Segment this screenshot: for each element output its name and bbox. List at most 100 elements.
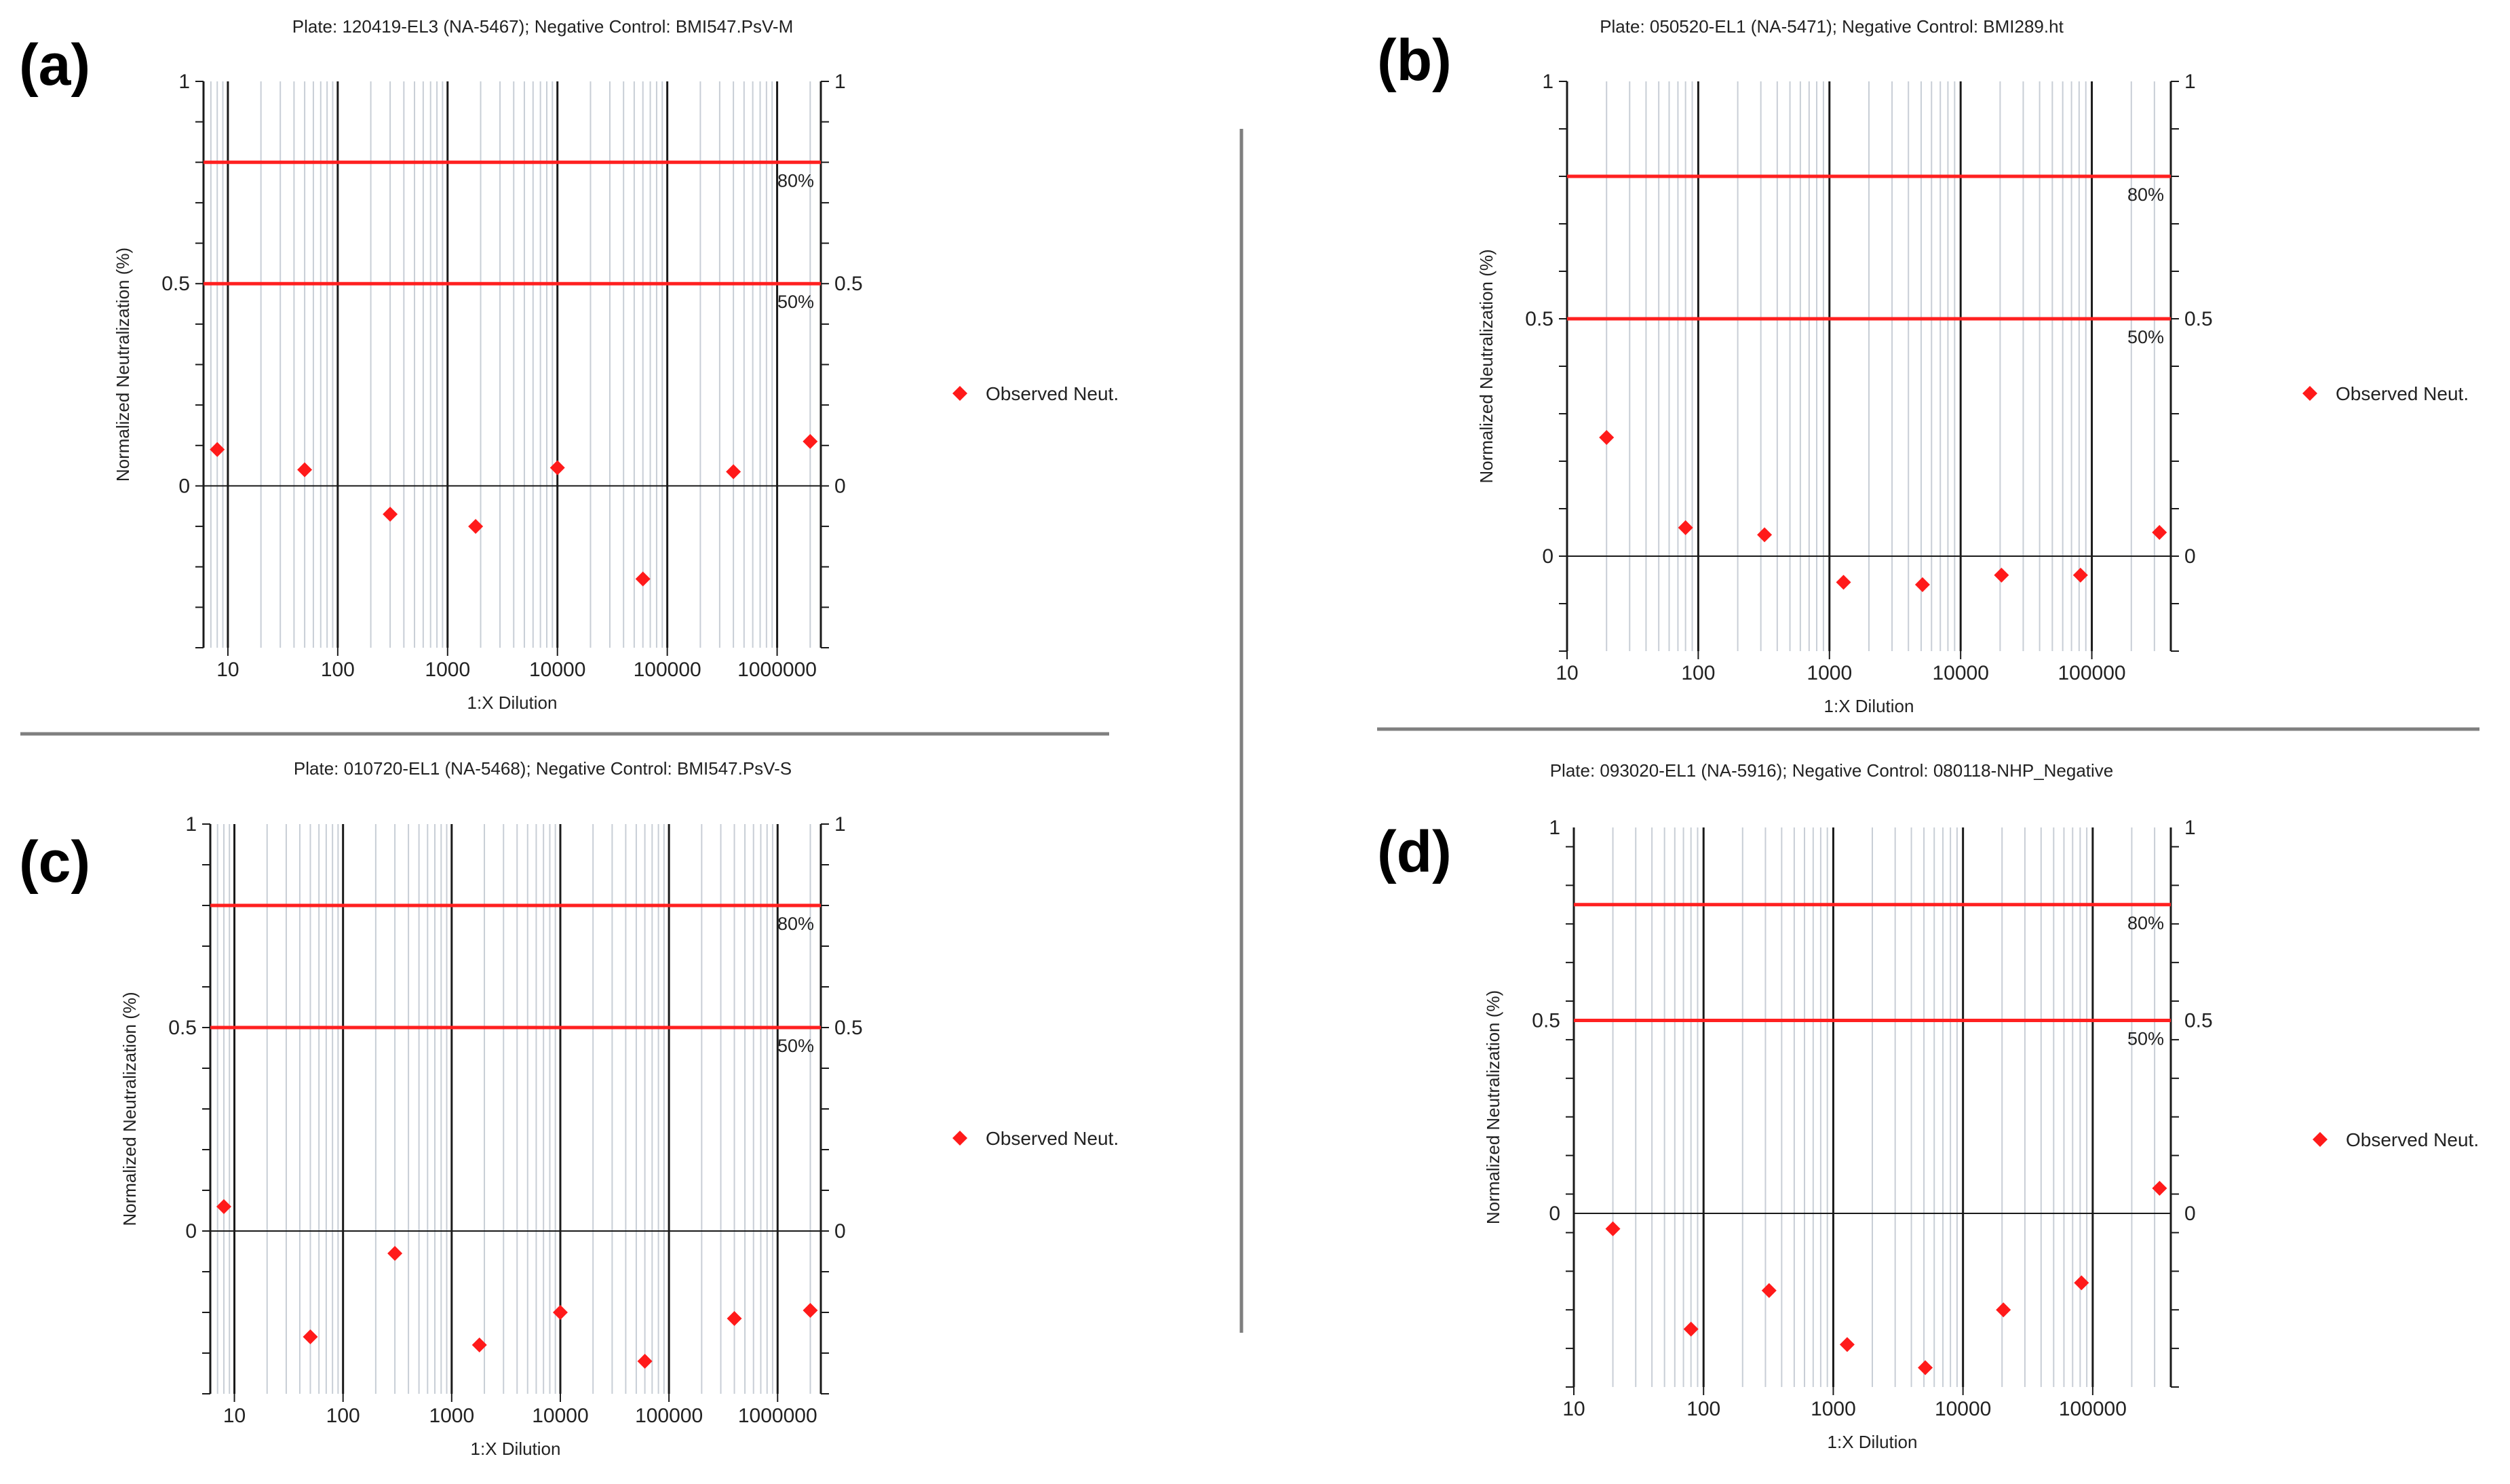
legend-marker	[952, 1131, 967, 1146]
y-tick-label-left: 1	[1549, 817, 1560, 839]
x-tick-label: 10	[1556, 662, 1578, 684]
y-tick-label-left: 0	[185, 1220, 197, 1243]
x-tick-label: 100	[326, 1405, 360, 1427]
legend-marker	[952, 386, 967, 401]
y-axis-label: Normalized Neutralization (%)	[1483, 990, 1503, 1224]
threshold-label: 50%	[777, 1036, 814, 1056]
x-tick-label: 10000	[1935, 1398, 1991, 1420]
x-tick-label: 100000	[2059, 1398, 2127, 1420]
x-tick-label: 1000	[429, 1405, 474, 1427]
data-point	[2072, 568, 2088, 583]
legend-label: Observed Neut.	[2336, 383, 2469, 404]
data-point	[216, 1199, 232, 1214]
data-point	[727, 1311, 742, 1326]
data-point	[549, 460, 565, 475]
data-point	[635, 571, 651, 587]
data-point	[210, 442, 225, 457]
data-point	[303, 1329, 318, 1344]
panels: (a) Plate: 120419-EL3 (NA-5467); Negative…	[19, 16, 2479, 1459]
y-tick-label-right: 1	[2184, 817, 2196, 839]
y-tick-label-right: 1	[834, 813, 846, 836]
x-tick-label: 10	[1562, 1398, 1585, 1420]
data-point	[1918, 1360, 1933, 1375]
threshold-label: 50%	[2127, 327, 2164, 347]
x-tick-label: 10	[216, 659, 239, 681]
y-tick-label-right: 1	[834, 71, 846, 93]
x-tick-label: 100000	[635, 1405, 703, 1427]
x-tick-label: 100	[321, 659, 355, 681]
x-tick-label: 1000000	[737, 659, 817, 681]
data-point	[1599, 430, 1615, 445]
data-point	[803, 433, 818, 449]
panel-label: (c)	[19, 829, 90, 895]
x-tick-label: 1000	[425, 659, 470, 681]
x-tick-label: 100000	[634, 659, 701, 681]
grid	[216, 824, 811, 1402]
x-axis-label: 1:X Dilution	[471, 1439, 561, 1459]
data-point	[1683, 1321, 1699, 1337]
data-point	[1757, 527, 1773, 543]
data-point	[552, 1305, 568, 1320]
data-point	[1994, 568, 2009, 583]
legend-label: Observed Neut.	[2346, 1129, 2479, 1150]
data-points	[210, 433, 818, 587]
data-point	[1839, 1337, 1855, 1352]
y-tick-label-right: 0	[834, 475, 846, 497]
x-tick-label: 100000	[2058, 662, 2126, 684]
legend-marker	[2313, 1132, 2328, 1147]
y-tick-label-right: 0	[834, 1220, 846, 1243]
y-tick-label-left: 1	[178, 71, 190, 93]
y-tick-label-left: 0.5	[168, 1017, 197, 1039]
y-tick-label-right: 0	[2184, 545, 2196, 568]
threshold-label: 50%	[777, 292, 814, 312]
y-tick-label-left: 0	[178, 475, 190, 497]
x-axis-label: 1:X Dilution	[467, 692, 558, 713]
data-point	[297, 462, 313, 477]
data-point	[1996, 1302, 2011, 1318]
x-tick-label: 10000	[532, 1405, 588, 1427]
data-point	[637, 1354, 653, 1369]
x-tick-label: 100	[1681, 662, 1715, 684]
data-point	[1605, 1221, 1621, 1236]
y-tick-label-right: 1	[2184, 71, 2196, 93]
panel-label: (b)	[1377, 28, 1452, 93]
x-tick-label: 10000	[529, 659, 585, 681]
data-point	[1761, 1283, 1777, 1298]
legend-marker	[2302, 386, 2317, 401]
chart-title: Plate: 093020-EL1 (NA-5916); Negative Co…	[1550, 760, 2114, 781]
grid	[210, 81, 811, 656]
x-axis-label: 1:X Dilution	[1828, 1432, 1918, 1452]
data-point	[383, 507, 398, 522]
data-point	[468, 519, 484, 534]
y-tick-label-left: 0.5	[1532, 1009, 1560, 1032]
y-tick-label-left: 0	[1549, 1203, 1560, 1225]
grid	[1572, 827, 2156, 1395]
data-point	[2152, 1180, 2167, 1196]
chart-title: Plate: 010720-EL1 (NA-5468); Negative Co…	[294, 758, 792, 779]
x-tick-label: 1000	[1811, 1398, 1856, 1420]
threshold-label: 50%	[2127, 1028, 2164, 1049]
panel-label: (a)	[19, 33, 90, 98]
data-point	[387, 1246, 403, 1261]
x-tick-label: 100	[1686, 1398, 1720, 1420]
data-point	[2152, 525, 2167, 540]
data-points	[216, 1199, 818, 1369]
x-tick-label: 10000	[1932, 662, 1988, 684]
threshold-label: 80%	[2127, 913, 2164, 933]
data-point	[1914, 577, 1930, 592]
y-tick-label-left: 0.5	[1525, 308, 1553, 330]
panel-c: (c) Plate: 010720-EL1 (NA-5468); Negative…	[19, 758, 1119, 1459]
y-axis-label: Normalized Neutralization (%)	[119, 992, 140, 1226]
y-tick-label-right: 0.5	[834, 1017, 863, 1039]
x-tick-label: 1000000	[738, 1405, 817, 1427]
data-point	[726, 464, 741, 480]
threshold-label: 80%	[2127, 184, 2164, 205]
x-tick-label: 1000	[1807, 662, 1852, 684]
data-point	[803, 1303, 818, 1318]
panel-label: (d)	[1377, 819, 1452, 884]
y-tick-label-left: 1	[1542, 71, 1553, 93]
panel-d: (d) Plate: 093020-EL1 (NA-5916); Negative…	[1377, 760, 2479, 1452]
y-tick-label-left: 0.5	[161, 273, 190, 295]
y-tick-label-right: 0.5	[2184, 1009, 2213, 1032]
